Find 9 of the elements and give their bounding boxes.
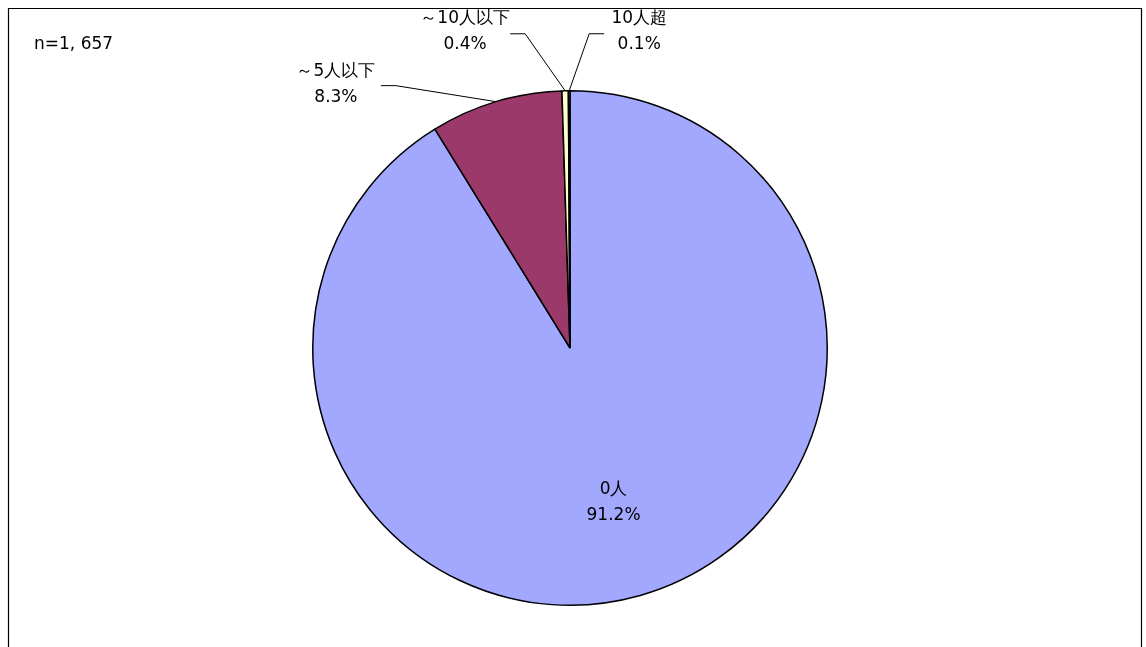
slice-label: 10人超 — [611, 7, 668, 28]
slice-label: ～10人以下 — [420, 7, 510, 28]
data-label: 91.2% — [586, 503, 641, 524]
data-label: 0.1% — [617, 33, 661, 54]
text: n=1, 657 — [34, 33, 114, 54]
data-label: 0.4% — [443, 33, 487, 54]
slice-label: ～5人以下 — [296, 60, 376, 81]
slice-label: 0人 — [599, 477, 628, 498]
data-label: 8.3% — [314, 86, 358, 107]
